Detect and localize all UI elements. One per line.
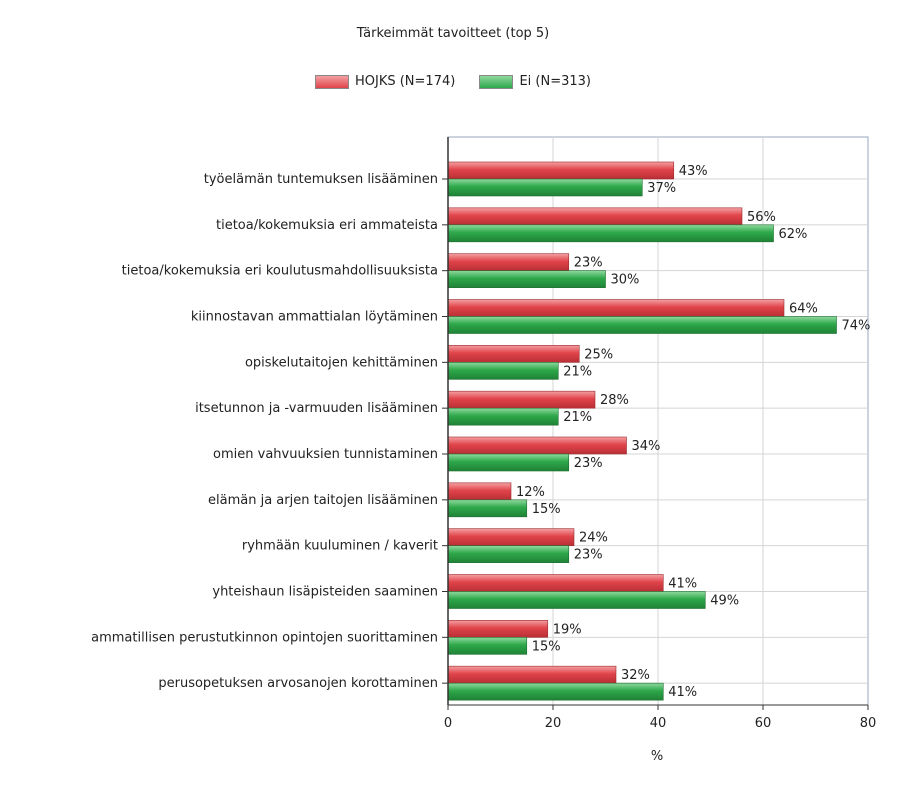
data-label-ei: 37% bbox=[647, 181, 676, 196]
bar-ei bbox=[447, 224, 774, 243]
bar-ei bbox=[447, 591, 706, 609]
bar-hojks bbox=[447, 665, 617, 684]
bar-hojks bbox=[447, 299, 785, 317]
data-label-ei: 74% bbox=[842, 319, 871, 334]
category-label: kiinnostavan ammattialan löytäminen bbox=[191, 310, 438, 325]
data-label-hojks: 64% bbox=[789, 302, 818, 317]
bar-hojks bbox=[447, 345, 580, 363]
bar-ei bbox=[447, 270, 606, 288]
category-label: opiskelutaitojen kehittäminen bbox=[245, 355, 438, 370]
category-label: tietoa/kokemuksia eri ammateista bbox=[216, 218, 438, 233]
bar-hojks bbox=[447, 482, 512, 501]
data-label-ei: 23% bbox=[574, 548, 603, 563]
data-label-hojks: 24% bbox=[579, 531, 608, 546]
data-label-hojks: 12% bbox=[516, 485, 545, 500]
bar-ei bbox=[447, 316, 837, 334]
data-label-hojks: 32% bbox=[621, 668, 650, 683]
category-label: perusopetuksen arvosanojen korottaminen bbox=[158, 676, 438, 691]
x-tick-label: 60 bbox=[755, 716, 772, 731]
bar-hojks bbox=[447, 436, 627, 455]
data-label-ei: 41% bbox=[668, 685, 697, 700]
category-label: työelämän tuntemuksen lisääminen bbox=[204, 172, 438, 187]
data-label-ei: 21% bbox=[563, 410, 592, 425]
legend: HOJKS (N=174) Ei (N=313) bbox=[0, 74, 906, 93]
x-tick-label: 80 bbox=[860, 716, 877, 731]
legend-label-hojks: HOJKS (N=174) bbox=[354, 74, 456, 89]
data-label-ei: 15% bbox=[532, 639, 561, 654]
legend-swatch-ei bbox=[479, 74, 514, 89]
data-label-hojks: 19% bbox=[553, 622, 582, 637]
bar-ei bbox=[447, 637, 528, 655]
data-label-hojks: 41% bbox=[668, 577, 697, 592]
data-label-ei: 62% bbox=[779, 227, 808, 242]
bar-ei bbox=[447, 178, 643, 197]
bar-hojks bbox=[447, 390, 596, 409]
data-label-ei: 15% bbox=[532, 502, 561, 517]
x-tick-label: 40 bbox=[650, 716, 667, 731]
bar-hojks bbox=[447, 207, 743, 226]
bar-ei bbox=[447, 682, 664, 701]
bar-ei bbox=[447, 362, 559, 380]
data-label-ei: 21% bbox=[563, 364, 592, 379]
x-tick-label: 0 bbox=[444, 716, 452, 731]
bar-hojks bbox=[447, 253, 570, 271]
category-label: ammatillisen perustutkinnon opintojen su… bbox=[91, 630, 438, 645]
legend-item-hojks: HOJKS (N=174) bbox=[314, 74, 456, 89]
bar-ei bbox=[447, 453, 570, 472]
chart-title: Tärkeimmät tavoitteet (top 5) bbox=[356, 26, 550, 41]
data-label-hojks: 56% bbox=[747, 210, 776, 225]
category-label: omien vahvuuksien tunnistaminen bbox=[213, 447, 438, 462]
legend-item-ei: Ei (N=313) bbox=[479, 74, 591, 89]
bar-hojks bbox=[447, 574, 664, 592]
data-label-hojks: 34% bbox=[632, 439, 661, 454]
bar-hojks bbox=[447, 528, 575, 546]
x-tick-label: 20 bbox=[545, 716, 562, 731]
category-label: yhteishaun lisäpisteiden saaminen bbox=[212, 585, 438, 600]
category-label: tietoa/kokemuksia eri koulutusmahdollisu… bbox=[122, 264, 438, 279]
bar-ei bbox=[447, 407, 559, 426]
data-label-hojks: 28% bbox=[600, 393, 629, 408]
bar-ei bbox=[447, 499, 528, 518]
bar-hojks bbox=[447, 620, 549, 638]
category-label: elämän ja arjen taitojen lisääminen bbox=[208, 493, 438, 508]
data-label-hojks: 25% bbox=[584, 347, 613, 362]
data-label-ei: 30% bbox=[611, 273, 640, 288]
data-label-ei: 49% bbox=[710, 594, 739, 609]
category-label: itsetunnon ja -varmuuden lisääminen bbox=[195, 401, 438, 416]
data-label-ei: 23% bbox=[574, 456, 603, 471]
category-label: ryhmään kuuluminen / kaverit bbox=[242, 539, 438, 554]
x-axis-label: % bbox=[651, 749, 663, 764]
data-label-hojks: 43% bbox=[679, 164, 708, 179]
bar-ei bbox=[447, 545, 570, 563]
legend-label-ei: Ei (N=313) bbox=[519, 74, 591, 89]
legend-swatch-hojks bbox=[314, 74, 349, 89]
data-label-hojks: 23% bbox=[574, 256, 603, 271]
bar-hojks bbox=[447, 161, 675, 180]
